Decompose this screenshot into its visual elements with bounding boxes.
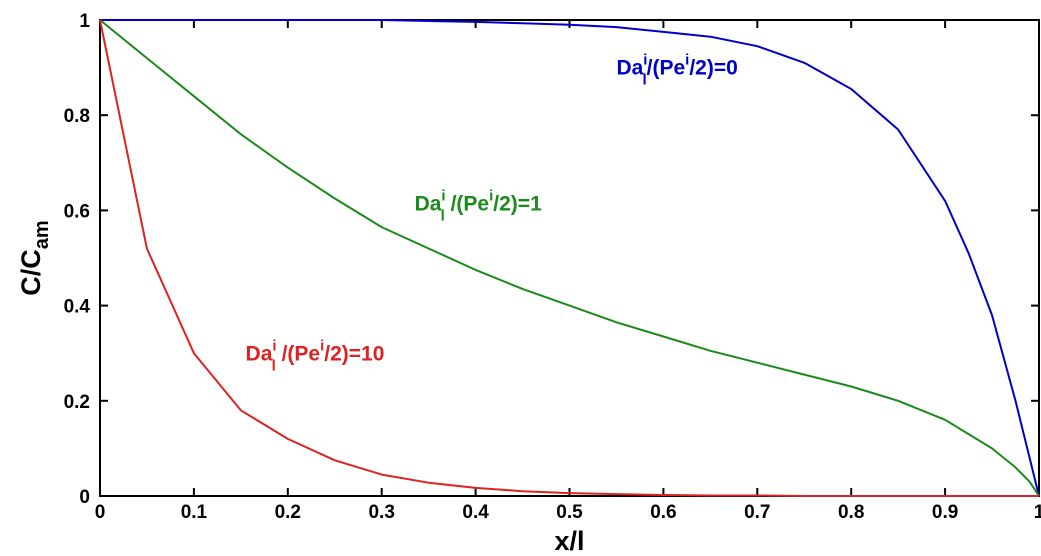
y-axis-label: C/Cam [16, 220, 53, 295]
y-tick-label: 0.6 [64, 201, 90, 222]
x-tick-label: 0.1 [181, 502, 208, 523]
y-tick-label: 0.8 [64, 106, 90, 127]
y-tick-label: 0.2 [64, 392, 90, 413]
x-tick-label: 0.2 [275, 502, 301, 523]
y-tick-label: 1 [79, 11, 90, 32]
y-axis-label-main: C/C [16, 249, 46, 296]
y-tick-label: 0.4 [64, 297, 91, 318]
x-tick-label: 0 [95, 502, 106, 523]
x-tick-label: 0.8 [838, 502, 864, 523]
x-tick-label: 1 [1034, 502, 1041, 523]
x-tick-label: 0.7 [744, 502, 770, 523]
series-line-1 [99, 19, 1040, 497]
x-tick-label: 0.9 [932, 502, 958, 523]
series-annotations: Dai l/(Pei/2)=0 Dai l /(Pei/2)=1 Dai l /(Pei/… [246, 52, 738, 375]
series-lines [99, 19, 1040, 497]
series-annotation-2: Dai l /(Pei/2)=10 [246, 337, 385, 374]
tick-labels: 0 0.1 0.2 0.3 0.4 0.5 0.6 0.7 0.8 0.9 1 0 0.2 0.4 0.6 0… [64, 11, 1041, 523]
x-tick-label: 0.4 [462, 502, 489, 523]
x-axis-label: x/l [554, 526, 584, 556]
axis-ticks [99, 19, 1040, 497]
x-tick-label: 0.6 [650, 502, 676, 523]
x-tick-label: 0.5 [556, 502, 583, 523]
series-line-0 [100, 19, 1040, 497]
y-axis-label-sub: am [31, 220, 53, 249]
series-annotation-1: Dai l /(Pei/2)=1 [415, 187, 543, 224]
series-line-2 [99, 19, 1039, 497]
y-tick-label: 0 [79, 487, 90, 508]
plot-area [99, 19, 1040, 497]
series-annotation-0: Dai l/(Pei/2)=0 [616, 52, 737, 89]
x-tick-label: 0.3 [368, 502, 394, 523]
